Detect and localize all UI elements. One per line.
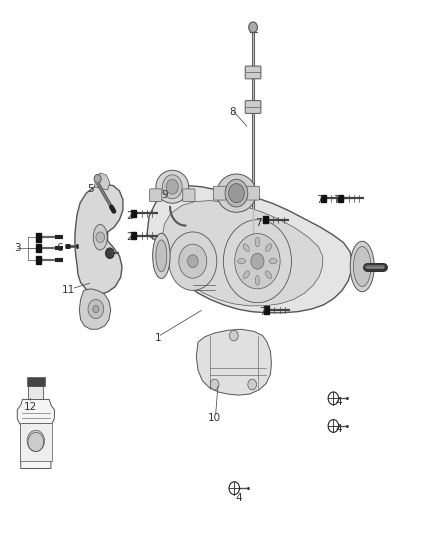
Circle shape <box>251 253 264 269</box>
Text: 7: 7 <box>255 218 261 228</box>
Polygon shape <box>338 195 343 202</box>
Text: 10: 10 <box>208 413 221 423</box>
FancyBboxPatch shape <box>245 66 261 79</box>
Ellipse shape <box>238 259 246 264</box>
Text: 7: 7 <box>334 195 340 205</box>
Circle shape <box>235 233 280 289</box>
Circle shape <box>169 232 217 290</box>
Polygon shape <box>17 399 54 469</box>
Ellipse shape <box>243 271 250 279</box>
Circle shape <box>27 430 45 451</box>
Ellipse shape <box>255 237 260 247</box>
Circle shape <box>187 255 198 268</box>
Polygon shape <box>131 209 136 217</box>
Ellipse shape <box>269 259 277 264</box>
Ellipse shape <box>255 276 260 285</box>
Circle shape <box>223 220 291 303</box>
Text: 4: 4 <box>336 424 343 434</box>
FancyBboxPatch shape <box>183 189 195 201</box>
Polygon shape <box>264 306 269 314</box>
Polygon shape <box>36 244 41 252</box>
Polygon shape <box>321 195 326 202</box>
Text: 2: 2 <box>126 232 133 243</box>
Text: 6: 6 <box>57 243 63 253</box>
Circle shape <box>248 379 257 390</box>
Text: 8: 8 <box>229 107 235 117</box>
FancyBboxPatch shape <box>245 101 261 114</box>
Circle shape <box>106 248 114 259</box>
Ellipse shape <box>162 175 182 199</box>
Polygon shape <box>162 200 323 306</box>
Circle shape <box>179 244 207 278</box>
Text: 2: 2 <box>126 211 133 221</box>
Circle shape <box>210 379 219 390</box>
Circle shape <box>93 305 99 313</box>
Ellipse shape <box>265 244 272 252</box>
Text: 1: 1 <box>155 333 161 343</box>
Ellipse shape <box>265 271 272 279</box>
Text: 9: 9 <box>161 190 168 200</box>
Text: 4: 4 <box>336 397 343 407</box>
Ellipse shape <box>152 233 170 278</box>
Ellipse shape <box>350 241 374 292</box>
Text: 6: 6 <box>104 250 111 260</box>
Polygon shape <box>36 256 41 264</box>
Ellipse shape <box>243 244 250 252</box>
Text: 5: 5 <box>87 184 93 195</box>
Text: 7: 7 <box>259 306 266 317</box>
Text: 12: 12 <box>24 402 37 413</box>
Text: 4: 4 <box>235 492 242 503</box>
Circle shape <box>88 300 104 319</box>
Text: 3: 3 <box>14 243 21 253</box>
FancyBboxPatch shape <box>213 186 226 200</box>
Polygon shape <box>131 232 136 239</box>
Text: 7: 7 <box>316 195 323 205</box>
Circle shape <box>94 174 101 183</box>
Ellipse shape <box>93 224 107 250</box>
Bar <box>20 423 52 461</box>
Circle shape <box>96 232 105 243</box>
Ellipse shape <box>225 179 248 207</box>
Bar <box>27 376 45 386</box>
Polygon shape <box>263 216 268 223</box>
FancyBboxPatch shape <box>150 189 162 201</box>
Polygon shape <box>79 289 111 329</box>
Circle shape <box>230 330 238 341</box>
Circle shape <box>249 22 258 33</box>
Circle shape <box>166 179 178 194</box>
Polygon shape <box>196 329 272 395</box>
FancyBboxPatch shape <box>247 186 260 200</box>
Polygon shape <box>95 173 110 190</box>
Polygon shape <box>36 233 41 241</box>
Text: 11: 11 <box>62 286 75 295</box>
Circle shape <box>229 183 244 203</box>
Polygon shape <box>75 184 123 294</box>
Ellipse shape <box>217 174 256 212</box>
Ellipse shape <box>156 170 189 203</box>
Bar <box>28 386 43 399</box>
Polygon shape <box>147 185 352 313</box>
Ellipse shape <box>353 247 371 286</box>
Ellipse shape <box>156 240 167 272</box>
